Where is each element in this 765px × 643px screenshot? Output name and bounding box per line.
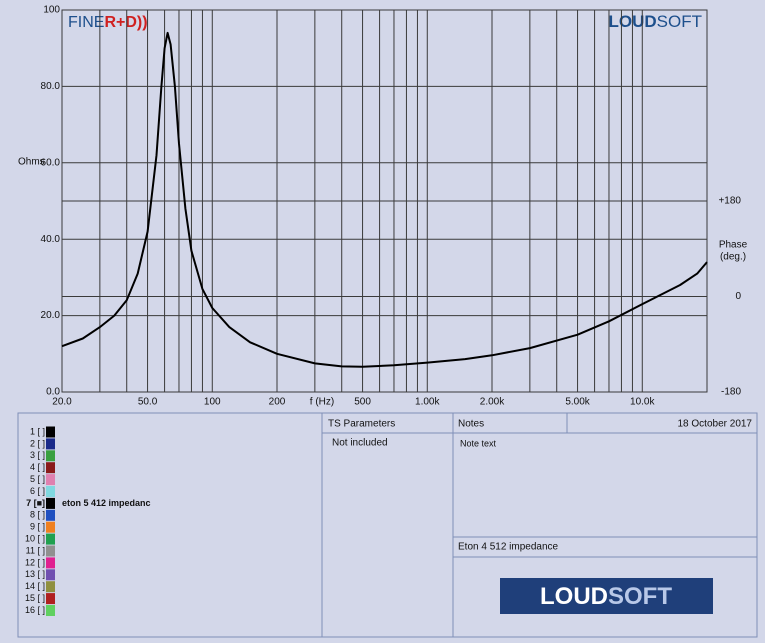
x-axis-label: f (Hz) <box>310 397 334 408</box>
y-tick-label: 40.0 <box>41 234 61 245</box>
legend-slot-label: 5 [ ] <box>30 474 45 484</box>
note-text: Note text <box>460 438 497 448</box>
legend-slot-label: 7 [■] <box>26 498 45 508</box>
legend-slot-label: 10 [ ] <box>25 533 45 543</box>
logo-loudsoft: LOUDSOFT <box>608 12 702 31</box>
y-tick-label: 0.0 <box>46 387 60 398</box>
x-tick-label: 5.00k <box>565 397 590 408</box>
ts-header: TS Parameters <box>328 419 395 430</box>
legend-swatch <box>46 438 55 450</box>
legend-swatch <box>46 569 55 581</box>
legend-swatch <box>46 486 55 497</box>
y-tick-label: 20.0 <box>41 310 61 321</box>
ts-text: Not included <box>332 438 388 449</box>
y-tick-label: 100 <box>43 5 60 16</box>
legend-slot-label: 6 [ ] <box>30 486 45 496</box>
x-tick-label: 2.00k <box>480 397 505 408</box>
y2-tick-label: -180 <box>721 387 741 398</box>
legend-slot-label: 3 [ ] <box>30 450 45 460</box>
legend-swatch <box>46 509 55 521</box>
logo-part: LOUD <box>540 583 608 610</box>
panel-frame <box>17 412 758 638</box>
y-tick-label: 80.0 <box>41 81 61 92</box>
legend-swatch <box>46 533 55 545</box>
logo-loudsoft-large: LOUDSOFT <box>540 583 672 610</box>
legend-slot-label: 11 [ ] <box>26 545 45 555</box>
legend-slot-label: 15 [ ] <box>25 593 45 603</box>
logo-part: SOFT <box>608 583 672 610</box>
legend-swatch <box>46 593 55 605</box>
legend-slot-label: 12 [ ] <box>25 557 45 567</box>
legend-swatch <box>46 450 55 462</box>
legend-slot-label: 16 [ ] <box>25 605 45 615</box>
legend-slot-label: 4 [ ] <box>30 462 45 472</box>
legend-slot-label: 8 [ ] <box>30 510 45 520</box>
notes-header: Notes <box>458 419 484 430</box>
x-tick-label: 1.00k <box>415 397 440 408</box>
file-name: Eton 4 512 impedance <box>458 542 559 553</box>
y2-axis-label: (deg.) <box>720 252 746 263</box>
x-tick-label: 50.0 <box>138 397 158 408</box>
legend-swatch <box>46 462 55 474</box>
legend-slot-label: 9 [ ] <box>30 522 45 532</box>
x-tick-label: 100 <box>204 397 221 408</box>
x-tick-label: 500 <box>354 397 371 408</box>
legend-slot-label: 2 [ ] <box>30 438 45 448</box>
x-tick-label: 10.0k <box>630 397 655 408</box>
y2-tick-label: +180 <box>718 196 741 207</box>
legend-slot-label: 13 [ ] <box>25 569 45 579</box>
legend-swatch <box>46 605 55 616</box>
legend-swatch <box>46 581 55 593</box>
legend-swatch <box>46 474 55 486</box>
x-tick-label: 20.0 <box>52 397 72 408</box>
legend-slot-label: 14 [ ] <box>25 581 45 591</box>
legend-swatch <box>46 521 55 533</box>
legend-swatch <box>46 557 55 569</box>
y2-axis-label: Phase <box>719 240 748 251</box>
impedance-line <box>61 31 708 368</box>
legend-swatch <box>46 497 55 509</box>
logo-fine: FINER+D)) <box>68 14 148 31</box>
date: 18 October 2017 <box>678 419 753 430</box>
logo-part: FINE <box>68 14 104 31</box>
logo-part: R+D)) <box>104 14 147 31</box>
x-tick-label: 200 <box>269 397 286 408</box>
y-tick-label: 60.0 <box>41 157 61 168</box>
legend-swatch <box>46 426 55 438</box>
legend-swatch <box>46 545 55 557</box>
logo-box <box>500 578 713 614</box>
info-panel: TS Parameters Not included Notes 18 Octo… <box>17 412 758 638</box>
y2-tick-label: 0 <box>735 291 741 302</box>
logo-part: SOFT <box>657 12 702 31</box>
legend-slot-label: 1 [ ] <box>30 426 45 436</box>
legend-label: eton 5 412 impedanc <box>62 498 151 508</box>
y-axis-label: Ohms <box>18 157 45 168</box>
